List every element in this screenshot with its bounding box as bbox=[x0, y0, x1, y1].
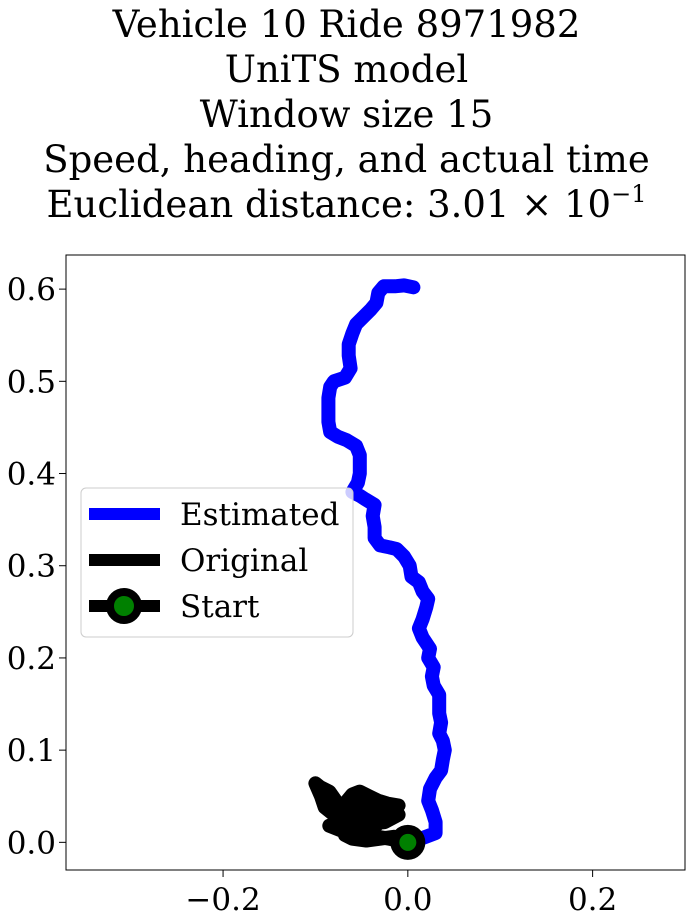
y-tick-label: 0.5 bbox=[7, 364, 56, 400]
legend-box bbox=[80, 487, 354, 638]
legend-estimated-label: Estimated bbox=[180, 497, 339, 533]
plot-frame bbox=[65, 254, 686, 871]
legend-original-label: Original bbox=[180, 543, 308, 579]
y-tick-label: 0.4 bbox=[7, 457, 56, 493]
y-tick-label: 0.0 bbox=[7, 825, 56, 861]
metric-exponent: −1 bbox=[611, 179, 647, 208]
start-point-marker bbox=[390, 824, 426, 860]
title-line-metric: Euclidean distance: 3.01 × 10−1 bbox=[0, 182, 693, 227]
metric-text: Euclidean distance: 3.01 × 10 bbox=[46, 183, 612, 226]
x-tick-label: 0.0 bbox=[383, 882, 432, 917]
y-tick-label: 0.2 bbox=[7, 641, 56, 677]
y-tick-label: 0.1 bbox=[7, 733, 56, 769]
y-tick-label: 0.3 bbox=[7, 549, 56, 585]
title-line-features: Speed, heading, and actual time bbox=[43, 138, 650, 181]
chart-title: Vehicle 10 Ride 8971982 UniTS model Wind… bbox=[0, 2, 693, 227]
title-line-window: Window size 15 bbox=[199, 93, 494, 136]
x-tick-label: −0.2 bbox=[185, 882, 260, 917]
chart-legend: Estimated Original Start bbox=[80, 487, 354, 638]
series-line-estimated bbox=[321, 278, 452, 850]
x-tick-label: 0.2 bbox=[568, 882, 617, 917]
title-line-vehicle: Vehicle 10 Ride 8971982 bbox=[112, 3, 581, 46]
legend-start-label: Start bbox=[180, 589, 260, 625]
legend-start-marker bbox=[106, 588, 142, 624]
title-line-model: UniTS model bbox=[224, 48, 469, 91]
series-line-original bbox=[308, 776, 415, 850]
y-tick-label: 0.6 bbox=[7, 272, 56, 308]
